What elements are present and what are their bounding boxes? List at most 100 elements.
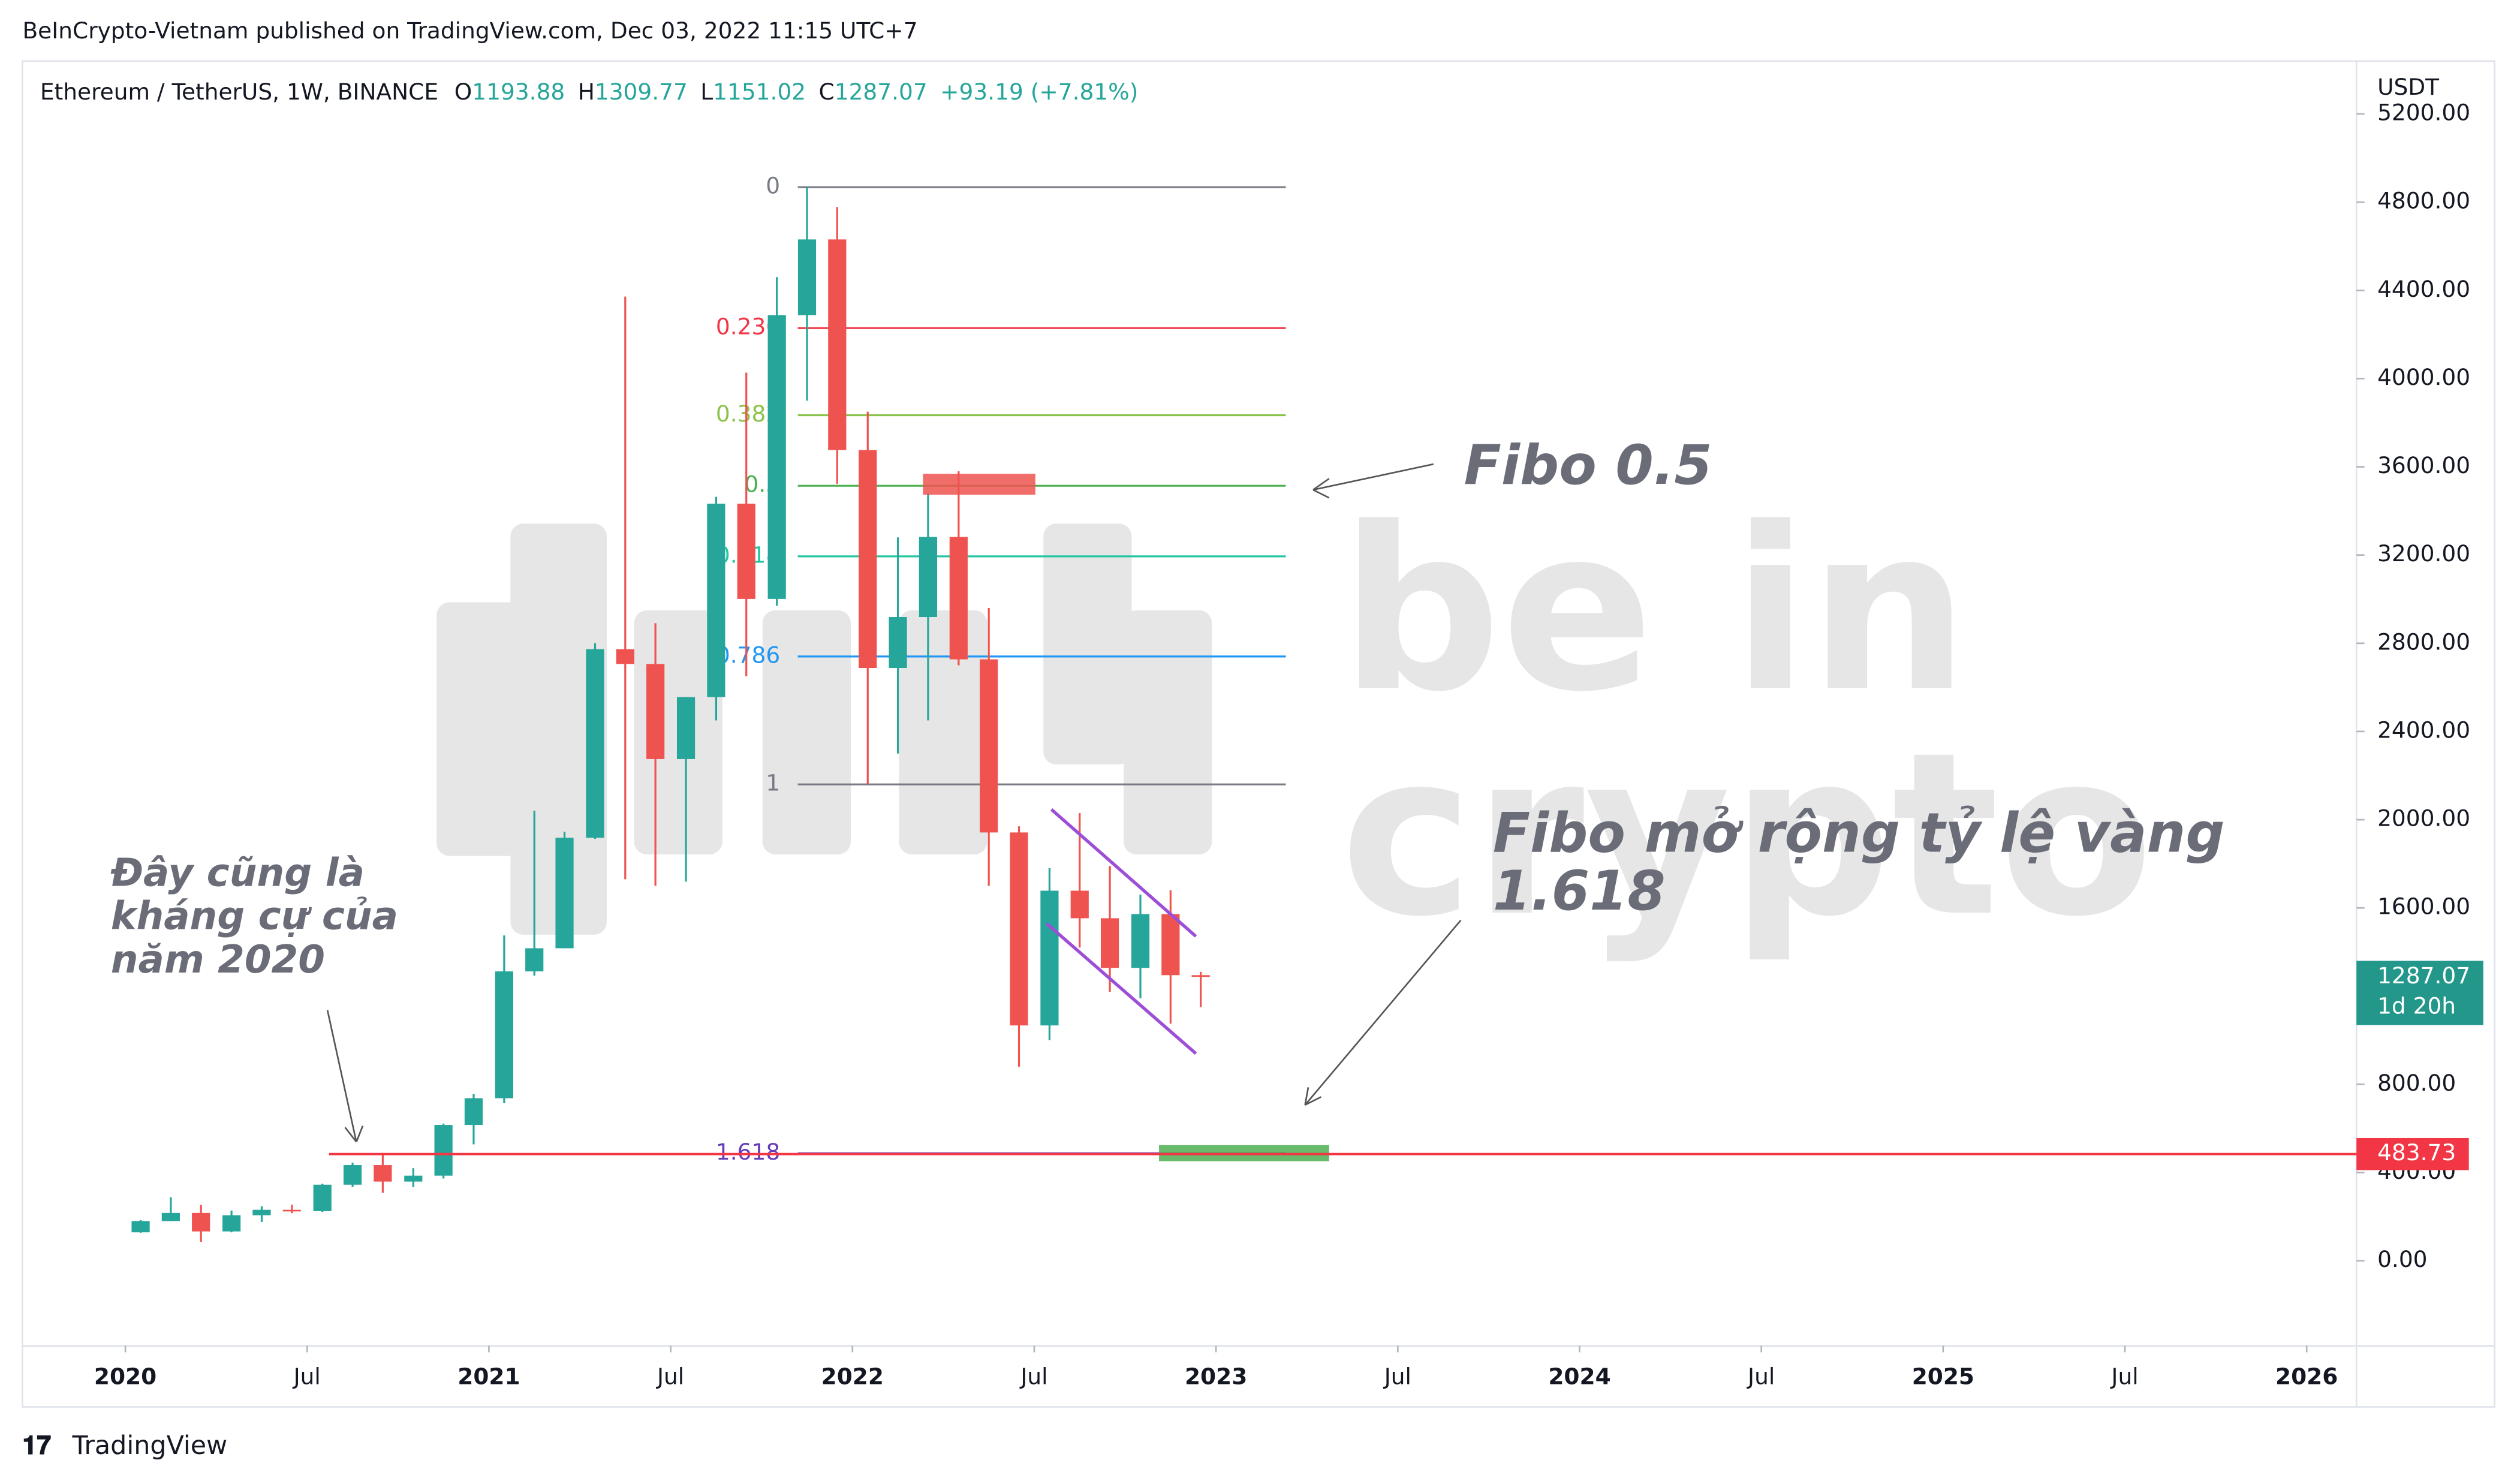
candle-body: [464, 1098, 483, 1125]
axis-unit: USDT: [2377, 74, 2439, 100]
symbol: Ethereum / TetherUS, 1W, BINANCE: [40, 79, 438, 105]
annotation: Đây cũng là: [110, 850, 365, 895]
x-tick-label: 2020: [94, 1363, 156, 1390]
y-tick-label: 0.00: [2377, 1246, 2427, 1272]
ohlc-label: C: [819, 79, 835, 105]
candle-body: [646, 664, 665, 759]
candle-body: [586, 649, 604, 838]
y-tick-label: 1600.00: [2377, 893, 2470, 920]
x-tick-label: Jul: [1747, 1363, 1775, 1390]
candle-body: [676, 697, 696, 759]
x-tick-label: 2023: [1185, 1363, 1247, 1390]
candle-body: [374, 1165, 392, 1182]
candle-body: [192, 1212, 210, 1232]
candle-body: [828, 239, 847, 450]
change: +93.19 (+7.81%): [940, 79, 1138, 105]
candle-body: [919, 537, 938, 618]
x-tick-label: 2021: [457, 1363, 520, 1390]
candle-body: [1131, 914, 1150, 968]
x-tick-label: 2022: [821, 1363, 884, 1390]
x-tick-label: Jul: [1383, 1363, 1411, 1390]
supply-zone: [923, 474, 1035, 495]
x-tick-label: Jul: [1019, 1363, 1047, 1390]
candle-body: [1040, 890, 1059, 1026]
y-tick-label: 4000.00: [2377, 364, 2470, 390]
last-price-badge: [2356, 961, 2483, 1025]
candle-body: [252, 1209, 271, 1215]
arrows: [326, 463, 1462, 1143]
annotation: kháng cự của: [111, 894, 398, 939]
candle-body: [737, 503, 755, 599]
frame: [22, 60, 2495, 1408]
y-tick-label: 5200.00: [2377, 100, 2470, 126]
price-line-label: 483.73: [2377, 1139, 2456, 1166]
candle-body: [1070, 890, 1089, 919]
candle-body: [222, 1215, 241, 1232]
annotation: Fibo 0.5: [1464, 434, 1712, 497]
x-tick-label: Jul: [293, 1363, 321, 1390]
y-tick-label: 2800.00: [2377, 628, 2470, 655]
candle-body: [797, 239, 817, 315]
annotation: 1.618: [1493, 859, 1666, 923]
y-tick-label: 4800.00: [2377, 188, 2470, 214]
candle-body: [555, 838, 574, 949]
candle-body: [282, 1209, 301, 1212]
y-tick-label: 2400.00: [2377, 717, 2470, 743]
candle-body: [980, 659, 998, 833]
fib-label: 1.618: [716, 1139, 780, 1165]
ohlc-value: 1151.02: [713, 79, 806, 105]
y-tick-label: 3200.00: [2377, 540, 2470, 567]
candle-body: [949, 537, 968, 660]
candle-body: [767, 315, 786, 599]
candle-body: [1191, 975, 1210, 977]
y-tick-label: 2000.00: [2377, 805, 2470, 832]
countdown: 1d 20h: [2377, 993, 2456, 1019]
ohlc-value: 1309.77: [595, 79, 688, 105]
y-tick-label: 3600.00: [2377, 452, 2470, 478]
candle-body: [1161, 914, 1180, 976]
candle-body: [707, 503, 725, 697]
candle-body: [525, 948, 544, 972]
watermark-text: crypto: [1341, 705, 2154, 966]
ohlc-label: H: [578, 79, 595, 105]
candle-body: [404, 1175, 423, 1182]
ohlc-label: O: [454, 79, 472, 105]
x-tick-label: Jul: [656, 1363, 684, 1390]
x-tick-label: 2024: [1548, 1363, 1610, 1390]
ohlc-value: 1287.07: [835, 79, 928, 105]
fib-label: 1: [766, 770, 780, 796]
candle-body: [1100, 918, 1119, 968]
x-tick-label: 2026: [2275, 1363, 2338, 1390]
annotation: năm 2020: [111, 937, 325, 982]
ohlc-label: L: [700, 79, 713, 105]
candle-body: [889, 617, 907, 668]
candle-body: [161, 1212, 180, 1221]
price-line-badge: [2356, 1137, 2469, 1170]
watermark-text: be in: [1341, 480, 1969, 741]
published-line: BeInCrypto-Vietnam published on TradingV…: [22, 17, 917, 44]
y-tick-label: 800.00: [2377, 1070, 2456, 1096]
candle-body: [495, 971, 513, 1098]
fib-label: 0: [766, 173, 780, 199]
channel-line: [1050, 808, 1197, 938]
annotation: Fibo mở rộng tỷ lệ vàng: [1493, 801, 2225, 865]
brand: TradingView: [71, 1431, 227, 1461]
ohlc-value: 1193.88: [472, 79, 565, 105]
svg-text:𝟏𝟕: 𝟏𝟕: [22, 1431, 51, 1461]
candle-body: [131, 1221, 150, 1233]
candle-body: [313, 1184, 332, 1211]
x-tick-label: Jul: [2110, 1363, 2138, 1390]
candle-body: [616, 649, 634, 664]
fib-label: 0.786: [716, 642, 780, 668]
candle-body: [434, 1125, 453, 1176]
candle-body: [1010, 832, 1028, 1026]
y-tick-label: 4400.00: [2377, 276, 2470, 302]
last-price-label: 1287.07: [2377, 962, 2470, 989]
candle-body: [859, 450, 877, 668]
channel-line: [1045, 922, 1197, 1055]
x-tick-label: 2025: [1912, 1363, 1974, 1390]
footer-logo: 𝟏𝟕: [22, 1431, 51, 1461]
